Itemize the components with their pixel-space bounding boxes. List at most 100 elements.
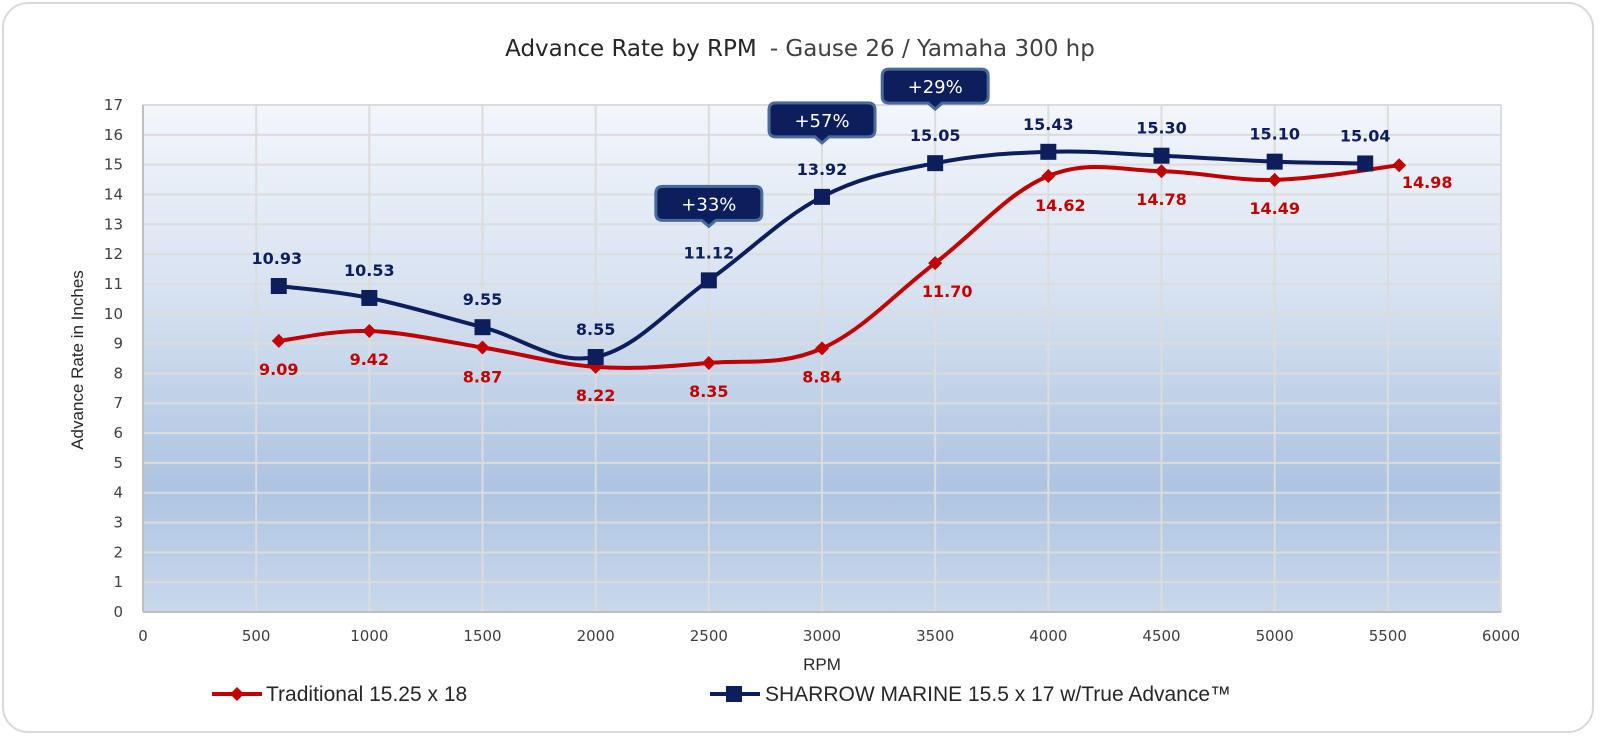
data-point-sharrow (1357, 155, 1374, 172)
y-tick-label: 16 (104, 126, 123, 144)
y-tick-label: 0 (113, 603, 123, 621)
percent-callout: +33% (654, 184, 764, 229)
axes (142, 105, 1501, 613)
data-point-traditional (1392, 158, 1407, 173)
data-label-sharrow: 9.55 (463, 290, 502, 309)
callout-box (880, 67, 990, 112)
x-axis-ticks: 0 500 1000 1500 2000 2500 3000 3500 4000 4500 5000… (138, 627, 1520, 645)
callout-label: +33% (681, 194, 736, 215)
y-tick-label: 9 (113, 335, 123, 353)
data-point-traditional (1267, 172, 1282, 187)
data-point-traditional (1041, 168, 1056, 183)
data-point-sharrow (814, 188, 830, 205)
percent-callout: +29% (880, 67, 990, 112)
data-point-sharrow (1266, 153, 1283, 170)
data-label-traditional: 9.42 (350, 350, 389, 369)
data-point-sharrow (361, 289, 378, 306)
data-label-sharrow: 15.30 (1136, 119, 1187, 138)
data-label-traditional: 8.35 (689, 382, 728, 401)
data-point-sharrow (927, 155, 944, 172)
data-label-sharrow: 8.55 (576, 320, 615, 339)
data-point-sharrow (1153, 147, 1170, 164)
x-tick-label: 0 (138, 627, 148, 645)
x-tick-label: 5000 (1256, 627, 1294, 645)
data-label-traditional: 14.62 (1035, 196, 1086, 215)
chart-title-main: Advance Rate by RPM (505, 36, 757, 62)
y-tick-label: 12 (104, 245, 123, 263)
y-axis-label: Advance Rate in Inches (68, 270, 87, 450)
y-tick-label: 7 (113, 394, 123, 412)
x-tick-label: 6000 (1482, 627, 1520, 645)
y-tick-label: 2 (113, 543, 123, 561)
chart-title-subtitle: - Gause 26 / Yamaha 300 hp (770, 36, 1095, 62)
legend-item-traditional[interactable]: Traditional 15.25 x 18 (212, 683, 467, 706)
x-tick-label: 3000 (803, 627, 841, 645)
data-label-sharrow: 13.92 (797, 160, 848, 179)
callout-box (767, 101, 877, 145)
data-point-sharrow (1040, 143, 1057, 160)
legend: Traditional 15.25 x 18 SHARROW MARINE 15… (212, 683, 1231, 706)
callout-label: +57% (794, 111, 849, 132)
x-tick-label: 1500 (463, 627, 501, 645)
y-tick-label: 8 (113, 364, 123, 382)
x-axis-label: RPM (803, 655, 841, 674)
data-label-traditional: 11.70 (922, 282, 973, 301)
y-tick-label: 10 (104, 305, 123, 323)
series-group (270, 143, 1407, 374)
x-tick-label: 4500 (1142, 627, 1180, 645)
legend-label-traditional: Traditional 15.25 x 18 (266, 683, 467, 706)
data-point-sharrow (587, 349, 604, 366)
x-tick-label: 500 (242, 627, 271, 645)
data-label-traditional: 8.87 (463, 367, 502, 386)
legend-label-sharrow: SHARROW MARINE 15.5 x 17 w/True Advance™ (765, 683, 1231, 706)
data-labels: 9.09 9.42 8.87 8.22 8.35 8.84 11.70 14.62 14.78 1… (251, 115, 1452, 405)
data-point-traditional (362, 324, 377, 339)
x-tick-label: 2000 (577, 627, 615, 645)
data-label-traditional: 8.22 (576, 386, 615, 405)
data-point-traditional (1154, 164, 1169, 179)
legend-square-marker-icon (726, 686, 742, 702)
y-tick-label: 14 (104, 185, 123, 203)
chart-title: Advance Rate by RPM - Gause 26 / Yamaha … (505, 36, 1095, 62)
data-label-traditional: 14.78 (1136, 190, 1187, 209)
x-tick-label: 3500 (916, 627, 954, 645)
data-label-sharrow: 15.43 (1023, 115, 1074, 134)
data-point-sharrow (474, 319, 491, 336)
data-point-traditional (928, 256, 943, 271)
x-tick-label: 1000 (350, 627, 388, 645)
y-tick-label: 1 (113, 573, 123, 591)
y-tick-label: 15 (104, 156, 123, 174)
x-tick-label: 5500 (1369, 627, 1407, 645)
callouts: +33% +57% +29% (654, 67, 990, 229)
legend-item-sharrow[interactable]: SHARROW MARINE 15.5 x 17 w/True Advance™ (710, 683, 1231, 706)
callout-box (654, 184, 764, 229)
y-tick-label: 13 (104, 215, 123, 233)
data-label-traditional: 8.84 (802, 367, 841, 386)
data-point-sharrow (700, 272, 717, 289)
data-point-traditional (271, 333, 286, 348)
y-tick-label: 6 (113, 424, 123, 442)
data-label-sharrow: 11.12 (684, 243, 735, 262)
data-point-traditional (815, 341, 829, 356)
x-tick-label: 2500 (690, 627, 728, 645)
data-label-sharrow: 15.05 (910, 126, 961, 145)
data-point-traditional (701, 355, 716, 370)
series-line-traditional (278, 163, 1400, 370)
data-label-sharrow: 15.10 (1249, 125, 1300, 144)
data-label-traditional: 14.49 (1249, 199, 1300, 218)
data-label-sharrow: 10.53 (344, 261, 395, 280)
data-label-traditional: 9.09 (259, 360, 298, 379)
data-point-traditional (475, 340, 490, 355)
legend-diamond-marker-icon (230, 687, 244, 701)
data-label-sharrow: 10.93 (251, 249, 302, 268)
y-tick-label: 17 (104, 96, 123, 114)
callout-label: +29% (908, 77, 963, 98)
data-label-traditional: 14.98 (1402, 173, 1453, 192)
data-point-sharrow (270, 278, 287, 295)
y-tick-label: 3 (113, 514, 123, 532)
y-tick-label: 4 (113, 484, 123, 502)
percent-callout: +57% (767, 101, 877, 145)
y-tick-label: 5 (113, 454, 123, 472)
